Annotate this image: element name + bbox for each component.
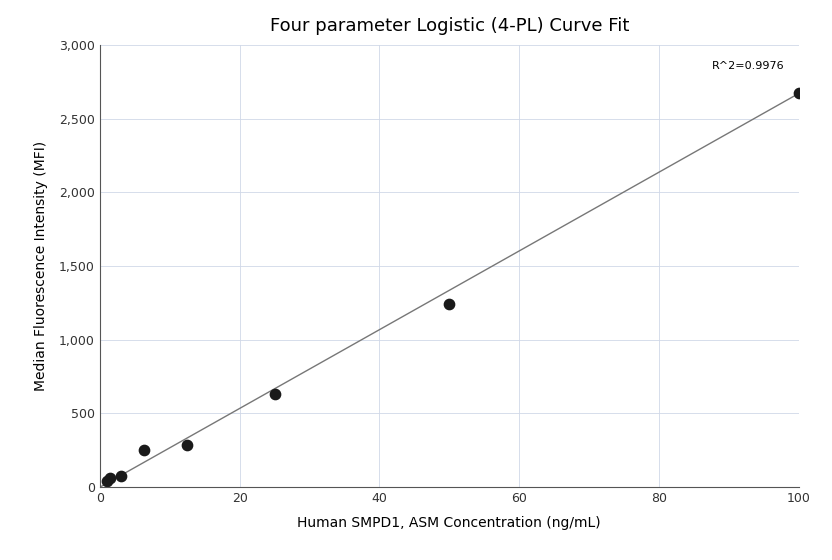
Point xyxy=(100,477,113,486)
Point xyxy=(114,472,127,480)
Point xyxy=(181,441,194,450)
Point xyxy=(268,389,281,398)
Text: R^2=0.9976: R^2=0.9976 xyxy=(712,62,785,71)
Point xyxy=(792,89,805,98)
Y-axis label: Median Fluorescence Intensity (MFI): Median Fluorescence Intensity (MFI) xyxy=(34,141,48,391)
Title: Four parameter Logistic (4-PL) Curve Fit: Four parameter Logistic (4-PL) Curve Fit xyxy=(270,17,629,35)
X-axis label: Human SMPD1, ASM Concentration (ng/mL): Human SMPD1, ASM Concentration (ng/mL) xyxy=(298,516,601,530)
Point xyxy=(136,445,151,454)
Point xyxy=(104,473,117,482)
Point xyxy=(443,300,456,309)
